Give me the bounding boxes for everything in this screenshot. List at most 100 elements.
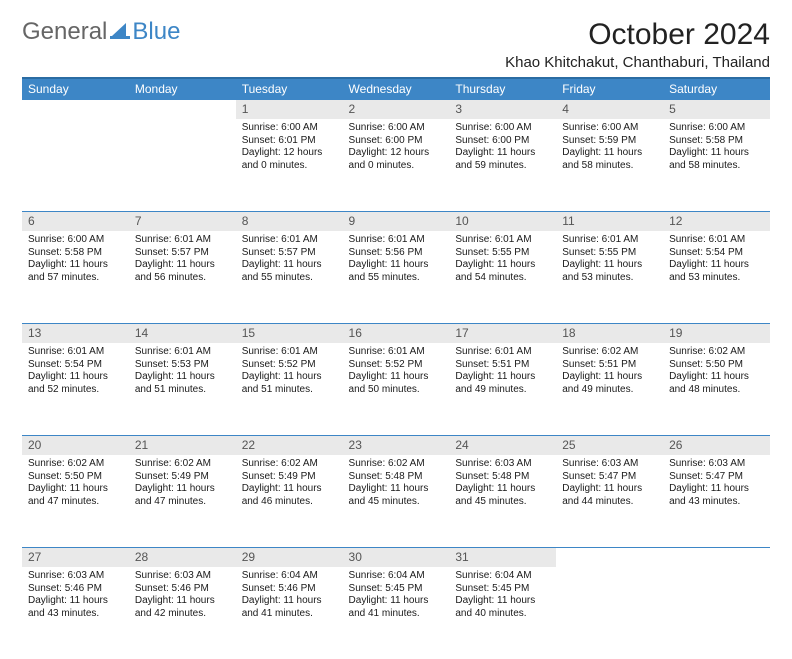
sunrise-text: Sunrise: 6:01 AM — [455, 346, 550, 359]
sunset-text: Sunset: 6:01 PM — [242, 135, 337, 148]
sunrise-text: Sunrise: 6:03 AM — [28, 570, 123, 583]
weekday-header: Tuesday — [236, 78, 343, 99]
daylight-text: Daylight: 11 hours and 47 minutes. — [28, 483, 123, 508]
weekday-header: Thursday — [449, 78, 556, 99]
calendar-body: 12345Sunrise: 6:00 AMSunset: 6:01 PMDayl… — [22, 99, 770, 659]
sunset-text: Sunset: 5:58 PM — [28, 247, 123, 260]
sunset-text: Sunset: 5:52 PM — [349, 359, 444, 372]
day-number-blank — [663, 547, 770, 567]
sunrise-text: Sunrise: 6:01 AM — [349, 234, 444, 247]
daylight-text: Daylight: 11 hours and 58 minutes. — [562, 147, 657, 172]
day-cell-body: Sunrise: 6:04 AMSunset: 5:45 PMDaylight:… — [449, 567, 556, 626]
sunset-text: Sunset: 5:48 PM — [455, 471, 550, 484]
sunrise-text: Sunrise: 6:03 AM — [669, 458, 764, 471]
daylight-text: Daylight: 12 hours and 0 minutes. — [349, 147, 444, 172]
day-cell-body: Sunrise: 6:01 AMSunset: 5:54 PMDaylight:… — [22, 343, 129, 402]
day-number: 1 — [236, 99, 343, 119]
day-cell-body: Sunrise: 6:03 AMSunset: 5:46 PMDaylight:… — [129, 567, 236, 626]
sunset-text: Sunset: 5:57 PM — [242, 247, 337, 260]
sunset-text: Sunset: 5:59 PM — [562, 135, 657, 148]
month-title: October 2024 — [505, 18, 770, 52]
day-number: 19 — [663, 323, 770, 343]
daylight-text: Daylight: 11 hours and 47 minutes. — [135, 483, 230, 508]
location-text: Khao Khitchakut, Chanthaburi, Thailand — [505, 54, 770, 71]
sunrise-text: Sunrise: 6:00 AM — [455, 122, 550, 135]
daylight-text: Daylight: 11 hours and 51 minutes. — [135, 371, 230, 396]
sunset-text: Sunset: 6:00 PM — [349, 135, 444, 148]
day-cell-body: Sunrise: 6:02 AMSunset: 5:51 PMDaylight:… — [556, 343, 663, 402]
day-cell-body: Sunrise: 6:01 AMSunset: 5:53 PMDaylight:… — [129, 343, 236, 402]
day-cell: Sunrise: 6:01 AMSunset: 5:54 PMDaylight:… — [22, 343, 129, 435]
daylight-text: Daylight: 11 hours and 43 minutes. — [28, 595, 123, 620]
day-cell-body: Sunrise: 6:00 AMSunset: 5:58 PMDaylight:… — [22, 231, 129, 290]
daylight-text: Daylight: 11 hours and 53 minutes. — [562, 259, 657, 284]
day-cell-body: Sunrise: 6:01 AMSunset: 5:56 PMDaylight:… — [343, 231, 450, 290]
day-cell-body: Sunrise: 6:01 AMSunset: 5:54 PMDaylight:… — [663, 231, 770, 290]
daylight-text: Daylight: 11 hours and 59 minutes. — [455, 147, 550, 172]
day-cell: Sunrise: 6:01 AMSunset: 5:55 PMDaylight:… — [449, 231, 556, 323]
day-cell — [556, 567, 663, 659]
day-number-blank — [22, 99, 129, 119]
weekday-row: SundayMondayTuesdayWednesdayThursdayFrid… — [22, 78, 770, 99]
day-cell: Sunrise: 6:04 AMSunset: 5:46 PMDaylight:… — [236, 567, 343, 659]
day-cell: Sunrise: 6:02 AMSunset: 5:50 PMDaylight:… — [22, 455, 129, 547]
sunset-text: Sunset: 5:45 PM — [349, 583, 444, 596]
sunset-text: Sunset: 5:50 PM — [669, 359, 764, 372]
day-cell: Sunrise: 6:02 AMSunset: 5:50 PMDaylight:… — [663, 343, 770, 435]
sunrise-text: Sunrise: 6:00 AM — [242, 122, 337, 135]
sunset-text: Sunset: 5:51 PM — [455, 359, 550, 372]
daylight-text: Daylight: 11 hours and 55 minutes. — [242, 259, 337, 284]
daylight-text: Daylight: 11 hours and 48 minutes. — [669, 371, 764, 396]
sunset-text: Sunset: 5:46 PM — [242, 583, 337, 596]
day-cell-body: Sunrise: 6:03 AMSunset: 5:46 PMDaylight:… — [22, 567, 129, 626]
daylight-text: Daylight: 11 hours and 52 minutes. — [28, 371, 123, 396]
brand-logo: General Blue — [22, 18, 180, 46]
day-cell-body: Sunrise: 6:03 AMSunset: 5:48 PMDaylight:… — [449, 455, 556, 514]
sunrise-text: Sunrise: 6:04 AM — [349, 570, 444, 583]
day-cell-body: Sunrise: 6:00 AMSunset: 5:59 PMDaylight:… — [556, 119, 663, 178]
sunset-text: Sunset: 5:46 PM — [135, 583, 230, 596]
sunset-text: Sunset: 5:47 PM — [562, 471, 657, 484]
day-cell-body: Sunrise: 6:03 AMSunset: 5:47 PMDaylight:… — [663, 455, 770, 514]
daynum-row: 6789101112 — [22, 211, 770, 231]
sunset-text: Sunset: 5:50 PM — [28, 471, 123, 484]
day-cell — [22, 119, 129, 211]
day-number: 3 — [449, 99, 556, 119]
daylight-text: Daylight: 11 hours and 56 minutes. — [135, 259, 230, 284]
day-number: 14 — [129, 323, 236, 343]
day-number: 25 — [556, 435, 663, 455]
day-cell-body: Sunrise: 6:00 AMSunset: 6:00 PMDaylight:… — [449, 119, 556, 178]
day-cell: Sunrise: 6:02 AMSunset: 5:49 PMDaylight:… — [129, 455, 236, 547]
day-cell: Sunrise: 6:02 AMSunset: 5:48 PMDaylight:… — [343, 455, 450, 547]
sunrise-text: Sunrise: 6:04 AM — [455, 570, 550, 583]
sunrise-text: Sunrise: 6:03 AM — [455, 458, 550, 471]
weekday-header: Monday — [129, 78, 236, 99]
brand-part2: Blue — [132, 18, 180, 46]
sunset-text: Sunset: 5:56 PM — [349, 247, 444, 260]
daylight-text: Daylight: 11 hours and 46 minutes. — [242, 483, 337, 508]
day-cell: Sunrise: 6:00 AMSunset: 5:59 PMDaylight:… — [556, 119, 663, 211]
sunrise-text: Sunrise: 6:02 AM — [669, 346, 764, 359]
day-number: 18 — [556, 323, 663, 343]
day-cell: Sunrise: 6:02 AMSunset: 5:49 PMDaylight:… — [236, 455, 343, 547]
content-row: Sunrise: 6:00 AMSunset: 5:58 PMDaylight:… — [22, 231, 770, 323]
sunset-text: Sunset: 5:46 PM — [28, 583, 123, 596]
title-block: October 2024 Khao Khitchakut, Chanthabur… — [505, 18, 770, 71]
day-cell: Sunrise: 6:00 AMSunset: 6:00 PMDaylight:… — [449, 119, 556, 211]
day-cell: Sunrise: 6:01 AMSunset: 5:52 PMDaylight:… — [343, 343, 450, 435]
daylight-text: Daylight: 11 hours and 51 minutes. — [242, 371, 337, 396]
day-cell-body: Sunrise: 6:01 AMSunset: 5:57 PMDaylight:… — [129, 231, 236, 290]
day-number: 9 — [343, 211, 450, 231]
daylight-text: Daylight: 11 hours and 45 minutes. — [349, 483, 444, 508]
day-cell-body: Sunrise: 6:01 AMSunset: 5:55 PMDaylight:… — [556, 231, 663, 290]
day-cell: Sunrise: 6:01 AMSunset: 5:57 PMDaylight:… — [129, 231, 236, 323]
sunrise-text: Sunrise: 6:01 AM — [242, 346, 337, 359]
day-cell-body: Sunrise: 6:02 AMSunset: 5:50 PMDaylight:… — [22, 455, 129, 514]
brand-sail-icon — [110, 21, 130, 39]
sunrise-text: Sunrise: 6:01 AM — [669, 234, 764, 247]
daynum-row: 20212223242526 — [22, 435, 770, 455]
day-cell: Sunrise: 6:04 AMSunset: 5:45 PMDaylight:… — [343, 567, 450, 659]
day-cell: Sunrise: 6:01 AMSunset: 5:53 PMDaylight:… — [129, 343, 236, 435]
day-number: 5 — [663, 99, 770, 119]
sunrise-text: Sunrise: 6:02 AM — [562, 346, 657, 359]
